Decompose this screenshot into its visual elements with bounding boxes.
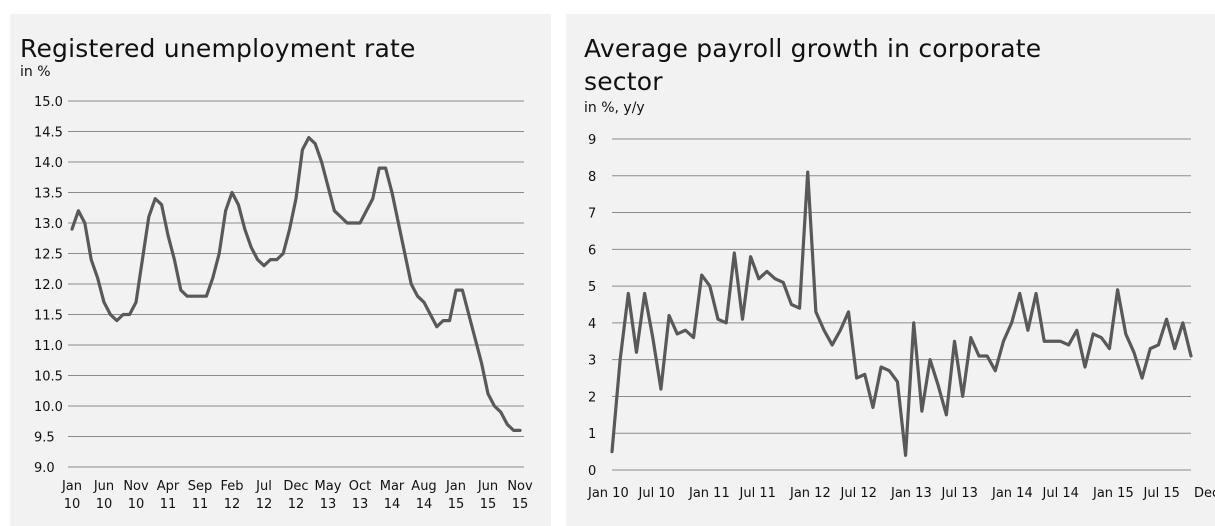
y-tick-label: 10.5 <box>34 370 63 385</box>
x-tick-label: Jan <box>445 479 466 494</box>
y-tick-label: 11.0 <box>34 339 63 354</box>
x-tick-label: 11 <box>192 497 209 512</box>
y-unit-label: in %, y/y <box>584 100 645 116</box>
x-tick-label: 14 <box>384 497 401 512</box>
y-tick-label: 13.0 <box>34 217 63 232</box>
y-tick-label: 13.5 <box>34 187 63 202</box>
chart-title: Registered unemployment rate <box>20 34 416 63</box>
x-tick-label: Jul 14 <box>1042 486 1079 501</box>
x-tick-label: Jun <box>477 479 498 494</box>
x-tick-label: Jan 14 <box>991 486 1033 501</box>
payroll-chart-panel: Average payroll growth in corporate sect… <box>566 14 1215 526</box>
chart-title: Average payroll growth in corporate sect… <box>584 34 1042 96</box>
x-tick-label: Nov <box>123 479 149 494</box>
y-tick-label: 2 <box>588 390 596 405</box>
y-tick-label: 15.0 <box>34 95 63 110</box>
y-tick-label: 3 <box>588 354 596 369</box>
y-tick-label: 6 <box>588 243 596 258</box>
x-tick-label: May <box>315 479 342 494</box>
x-tick-label: 14 <box>416 497 433 512</box>
x-tick-label: Jan 10 <box>587 486 629 501</box>
x-tick-label: 10 <box>128 497 145 512</box>
y-unit-label: in % <box>20 64 51 80</box>
x-tick-label: Apr <box>157 479 180 494</box>
x-tick-label: 15 <box>480 497 497 512</box>
series-line <box>70 135 522 432</box>
y-tick-label: 10.0 <box>34 400 63 415</box>
y-tick-label: 12.0 <box>34 278 63 293</box>
x-tick-label: 12 <box>288 497 305 512</box>
y-tick-label: 5 <box>588 280 596 295</box>
x-tick-label: Jul 15 <box>1143 486 1180 501</box>
x-tick-label: Jul 11 <box>739 486 776 501</box>
unemployment-chart-panel: Registered unemployment rate in % 9.0 9.5… <box>10 14 551 526</box>
series-line <box>610 170 1193 457</box>
y-tick-label: 1 <box>588 427 596 442</box>
y-tick-label: 0 <box>588 464 596 479</box>
x-tick-label: Jul 13 <box>941 486 978 501</box>
x-tick-label: 10 <box>64 497 81 512</box>
x-tick-label: Jan <box>61 479 82 494</box>
x-tick-label: Dec 15 <box>1194 486 1215 501</box>
y-tick-label: 9 <box>588 133 596 148</box>
payroll-line-chart: 0 1 2 3 4 5 6 7 8 9 Jan 10 Jul 10 Jan 11 Jul 11 Jan 12… <box>587 133 1215 501</box>
x-tick-label: Sep <box>188 479 213 494</box>
x-tick-label: 13 <box>352 497 369 512</box>
y-tick-label: 9.5 <box>34 431 55 446</box>
x-tick-label: 10 <box>96 497 113 512</box>
unemployment-line-chart: 9.0 9.5 10.0 10.5 11.0 11.5 12.0 12.5 13.0 13.5 14… <box>34 95 533 512</box>
x-tick-label: Nov <box>507 479 533 494</box>
x-tick-label: Aug <box>411 479 436 494</box>
y-tick-label: 8 <box>588 170 596 185</box>
y-tick-label: 12.5 <box>34 248 63 263</box>
y-tick-label: 14.0 <box>34 156 63 171</box>
x-tick-label: Feb <box>220 479 243 494</box>
x-tick-label: Dec <box>283 479 308 494</box>
x-tick-label: Oct <box>349 479 371 494</box>
x-tick-label: Mar <box>380 479 405 494</box>
x-tick-label: Jan 12 <box>789 486 831 501</box>
x-tick-label: Jun <box>93 479 114 494</box>
x-tick-label: 15 <box>512 497 529 512</box>
x-tick-label: Jan 11 <box>688 486 730 501</box>
x-tick-label: 12 <box>224 497 241 512</box>
x-tick-label: Jan 15 <box>1092 486 1134 501</box>
x-tick-label: Jul <box>255 479 272 494</box>
x-tick-label: 11 <box>160 497 177 512</box>
y-tick-label: 4 <box>588 317 596 332</box>
y-tick-label: 14.5 <box>34 126 63 141</box>
x-tick-label: Jan 13 <box>890 486 932 501</box>
x-tick-label: 12 <box>256 497 273 512</box>
y-tick-label: 9.0 <box>34 461 55 476</box>
y-tick-label: 11.5 <box>34 309 63 324</box>
y-tick-label: 7 <box>588 207 596 222</box>
x-tick-label: Jul 12 <box>840 486 877 501</box>
x-tick-label: Jul 10 <box>638 486 675 501</box>
x-tick-label: 15 <box>448 497 465 512</box>
x-tick-label: 13 <box>320 497 337 512</box>
